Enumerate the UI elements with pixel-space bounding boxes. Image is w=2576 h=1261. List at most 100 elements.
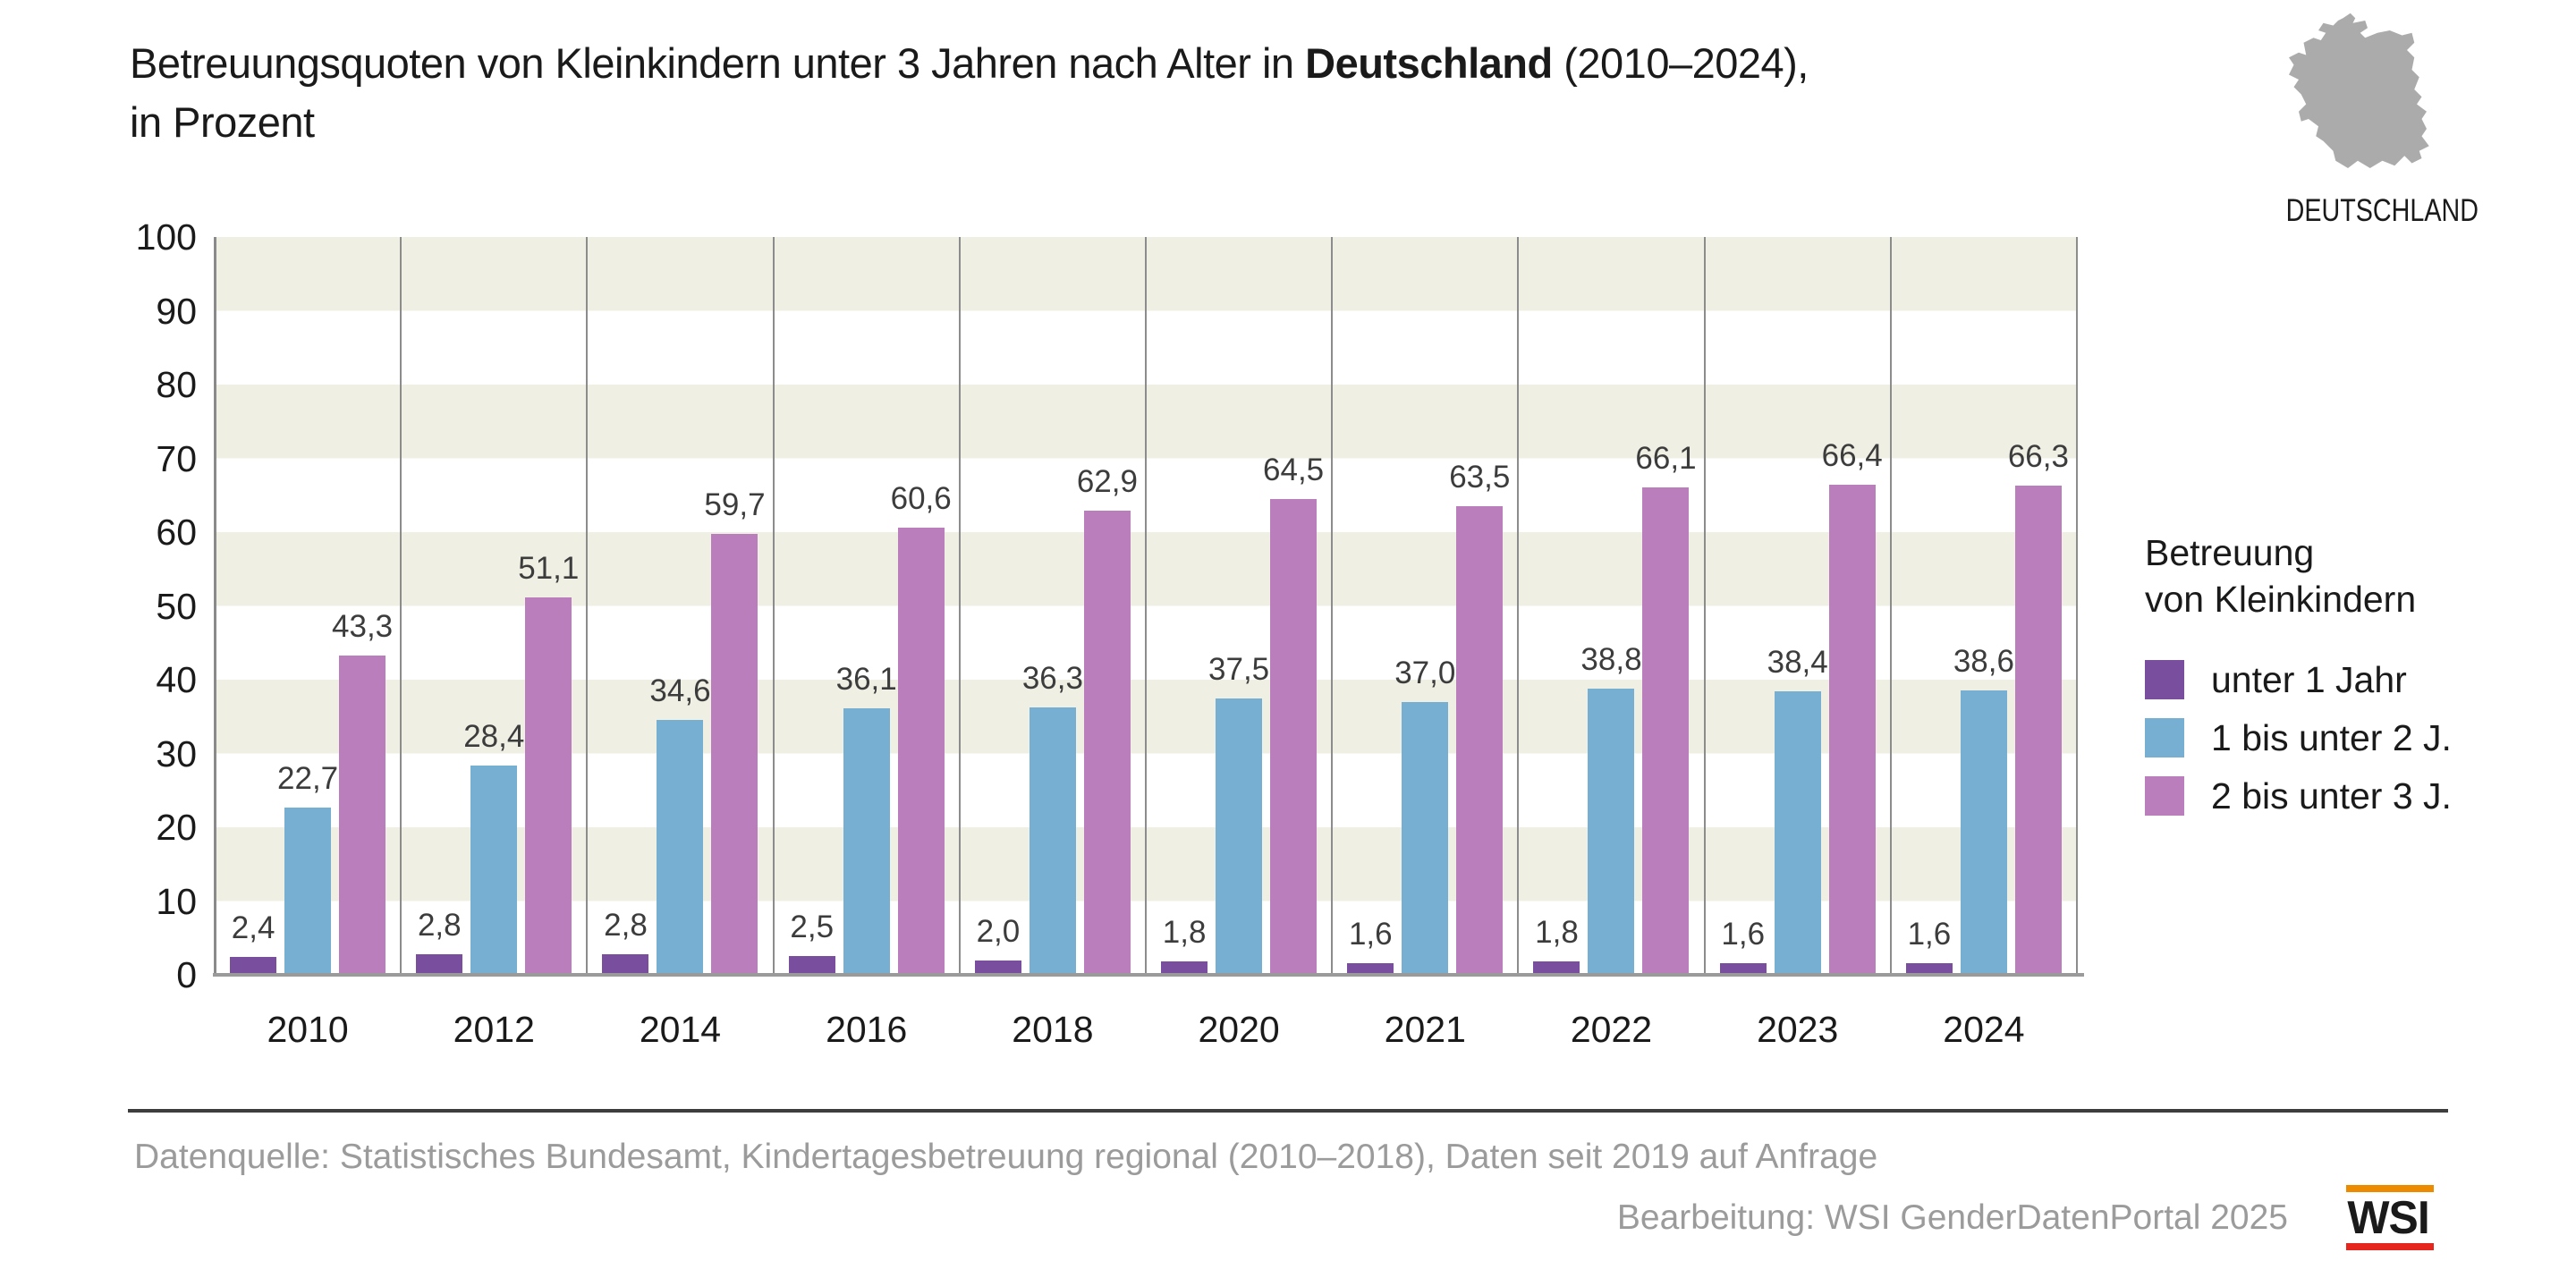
bar-2014-series-0	[602, 953, 649, 975]
bar-group-2010: 2,4 22,7 43,3	[215, 237, 401, 975]
bar-value-label: 66,1	[1635, 440, 1697, 476]
x-tick-label-2010: 2010	[267, 1009, 349, 1050]
wsi-logo-red-bar	[2346, 1243, 2434, 1250]
bar-value-label: 60,6	[890, 481, 952, 517]
bar-value-label: 37,5	[1208, 651, 1270, 687]
group-separator-line	[772, 237, 775, 975]
title-prefix: Betreuungsquoten von Kleinkindern unter …	[130, 39, 1306, 87]
y-tick-label-70: 70	[156, 437, 197, 479]
bar-group-2021: 1,6 37,0 63,5	[1332, 237, 1518, 975]
legend-swatch-icon	[2145, 718, 2184, 757]
legend-items: unter 1 Jahr 1 bis unter 2 J. 2 bis unter …	[2145, 658, 2547, 817]
bar-value-label: 1,6	[1721, 916, 1766, 952]
legend-title-line1: Betreuung	[2145, 532, 2315, 573]
bar-2020-series-1	[1216, 698, 1263, 975]
legend-swatch-icon	[2145, 776, 2184, 816]
legend-title: Betreuung von Kleinkindern	[2145, 529, 2547, 622]
bar-2018-series-0	[974, 960, 1021, 975]
bar-value-label: 51,1	[518, 551, 580, 587]
page-title-line2: in Prozent	[130, 98, 315, 146]
x-tick-label-2014: 2014	[639, 1009, 722, 1050]
bar-group-2016: 2,5 36,1 60,6	[774, 237, 960, 975]
bar-2021-series-2	[1456, 506, 1504, 975]
x-axis-baseline	[213, 973, 2084, 977]
bar-value-label: 2,8	[417, 907, 462, 943]
germany-map: DEUTSCHLAND	[2270, 11, 2479, 229]
bar-group-2012: 2,8 28,4 51,1	[401, 237, 587, 975]
bar-2012-series-2	[525, 597, 572, 975]
bar-2020-series-2	[1270, 498, 1318, 975]
footer-editing: Bearbeitung: WSI GenderDatenPortal 2025	[1616, 1198, 2288, 1237]
bar-value-label: 38,6	[1953, 643, 2014, 679]
title-region-bold: Deutschland	[1305, 39, 1553, 87]
bar-value-label: 62,9	[1076, 464, 1138, 500]
bar-value-label: 1,6	[1348, 916, 1393, 952]
legend-title-line2: von Kleinkindern	[2145, 579, 2417, 620]
x-tick-label-2022: 2022	[1570, 1009, 1653, 1050]
bar-2020-series-0	[1161, 961, 1208, 975]
bar-value-label: 1,6	[1907, 916, 1952, 952]
bar-value-label: 2,8	[604, 907, 648, 943]
bar-2021-series-1	[1402, 701, 1449, 975]
group-separator-line	[1889, 237, 1892, 975]
bar-group-2014: 2,8 34,6 59,7	[587, 237, 773, 975]
group-separator-line	[586, 237, 589, 975]
bar-chart-plot: 2,4 22,7 43,3 2,8 28,4 51,1 2,8 34,6 59,7 2,5 36,1…	[214, 237, 2078, 975]
bar-value-label: 22,7	[277, 760, 339, 796]
wsi-logo: WSI	[2346, 1185, 2434, 1250]
bar-2014-series-2	[711, 534, 758, 975]
bar-2022-series-2	[1642, 487, 1690, 975]
bar-value-label: 36,1	[835, 662, 897, 698]
bar-value-label: 38,4	[1767, 645, 1828, 681]
bar-2010-series-2	[339, 655, 386, 975]
bar-value-label: 66,3	[2007, 439, 2069, 475]
bar-value-label: 43,3	[332, 608, 394, 644]
bar-2014-series-1	[657, 719, 704, 975]
bar-2022-series-0	[1533, 961, 1580, 975]
bar-2016-series-1	[843, 708, 890, 975]
bar-group-2023: 1,6 38,4 66,4	[1705, 237, 1891, 975]
wsi-logo-text: WSI	[2347, 1192, 2429, 1244]
bar-group-2018: 2,0 36,3 62,9	[960, 237, 1146, 975]
legend-item-label: unter 1 Jahr	[2211, 658, 2407, 700]
bar-2022-series-1	[1588, 688, 1635, 975]
bar-value-label: 2,5	[790, 910, 835, 945]
legend-item-label: 1 bis unter 2 J.	[2211, 716, 2452, 758]
title-suffix: (2010–2024),	[1552, 39, 1809, 87]
bar-value-label: 2,4	[231, 910, 275, 946]
legend-item-1: 1 bis unter 2 J.	[2145, 716, 2547, 758]
page-title: Betreuungsquoten von Kleinkindern unter …	[130, 34, 2097, 152]
bar-value-label: 1,8	[1535, 915, 1579, 951]
bar-group-2024: 1,6 38,6 66,3	[1891, 237, 2077, 975]
bar-group-2022: 1,8 38,8 66,1	[1518, 237, 1704, 975]
bar-2012-series-1	[470, 765, 518, 975]
footer-source: Datenquelle: Statistisches Bundesamt, Ki…	[134, 1138, 1878, 1176]
group-separator-line	[1703, 237, 1706, 975]
bar-2023-series-2	[1828, 485, 1876, 975]
group-separator-line	[400, 237, 402, 975]
bar-value-label: 1,8	[1162, 915, 1207, 951]
bar-2018-series-1	[1029, 707, 1076, 975]
bar-2023-series-1	[1774, 691, 1821, 975]
chart-legend: Betreuung von Kleinkindern unter 1 Jahr 1…	[2145, 529, 2547, 834]
bar-2010-series-0	[230, 957, 277, 975]
bar-2023-series-0	[1719, 962, 1767, 975]
bar-2021-series-0	[1347, 962, 1394, 975]
bar-2024-series-1	[1960, 690, 2007, 975]
wsi-logo-orange-bar	[2346, 1185, 2434, 1192]
bar-value-label: 64,5	[1263, 452, 1325, 487]
bar-value-label: 36,3	[1021, 660, 1083, 696]
y-tick-label-30: 30	[156, 732, 197, 774]
bar-value-label: 38,8	[1580, 641, 1642, 677]
x-tick-label-2021: 2021	[1384, 1009, 1466, 1050]
y-tick-label-40: 40	[156, 659, 197, 700]
legend-item-2: 2 bis unter 3 J.	[2145, 774, 2547, 817]
x-axis-labels: 2010 2012 2014 2016 2018 2020 2021 2022 2023 2024	[215, 1009, 2077, 1062]
legend-item-label: 2 bis unter 3 J.	[2211, 774, 2452, 817]
bar-value-label: 59,7	[704, 487, 766, 523]
y-tick-label-60: 60	[156, 512, 197, 553]
map-label: DEUTSCHLAND	[2285, 193, 2479, 228]
y-tick-label-0: 0	[176, 954, 197, 995]
y-tick-label-100: 100	[135, 216, 197, 258]
